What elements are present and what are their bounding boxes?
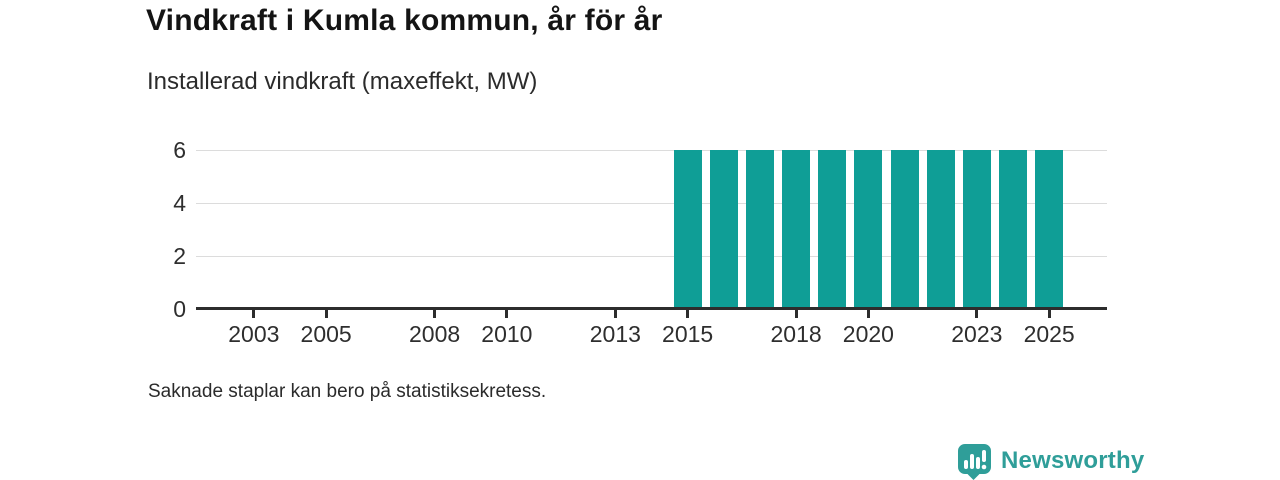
x-tick-label: 2020 <box>842 321 894 347</box>
y-tick-label: 0 <box>173 296 186 322</box>
x-tick-label: 2008 <box>409 321 461 347</box>
x-tick-label: 2005 <box>300 321 352 347</box>
chart-title: Vindkraft i Kumla kommun, år för år <box>146 4 663 37</box>
bar-2021 <box>890 150 919 309</box>
x-axis-line <box>196 307 1107 310</box>
bar-2020 <box>854 150 883 309</box>
x-tick-2018 <box>794 310 798 318</box>
x-tick-2005 <box>324 310 328 318</box>
bar-2015 <box>673 150 702 309</box>
gridline-y-2 <box>196 255 1107 257</box>
y-tick-label: 4 <box>173 190 186 216</box>
bar-2024 <box>999 150 1027 309</box>
x-tick-2010 <box>505 310 509 318</box>
x-tick-2023 <box>975 310 979 318</box>
footnote: Saknade staplar kan bero på statistiksek… <box>148 381 547 402</box>
bar-2022 <box>926 150 955 309</box>
newsworthy-bubble-barchart-icon <box>956 442 993 480</box>
chart-subtitle: Installerad vindkraft (maxeffekt, MW) <box>147 68 538 95</box>
bar-2016 <box>709 150 738 309</box>
x-tick-label: 2018 <box>770 321 822 347</box>
x-tick-label: 2013 <box>589 321 641 347</box>
newsworthy-logo: Newsworthy <box>956 442 1144 480</box>
bar-2019 <box>818 150 847 309</box>
x-tick-label: 2015 <box>662 321 714 347</box>
bar-2017 <box>745 150 774 309</box>
x-tick-label: 2023 <box>951 321 1003 347</box>
gridline-y-6 <box>196 149 1107 151</box>
bar-2018 <box>782 150 811 309</box>
logo-text: Newsworthy <box>1001 447 1145 474</box>
x-tick-2015 <box>686 310 690 318</box>
x-tick-2025 <box>1047 310 1051 318</box>
bar-2025 <box>1035 150 1064 309</box>
x-tick-label: 2003 <box>228 321 280 347</box>
x-tick-label: 2010 <box>481 321 533 347</box>
x-tick-label: 2025 <box>1023 321 1075 347</box>
x-tick-2020 <box>866 310 870 318</box>
bar-2023 <box>962 150 991 309</box>
y-tick-label: 2 <box>173 243 186 269</box>
y-tick-label: 6 <box>173 137 186 163</box>
x-tick-2008 <box>433 310 437 318</box>
gridline-y-4 <box>196 202 1107 204</box>
x-tick-2003 <box>252 310 256 318</box>
x-tick-2013 <box>613 310 617 318</box>
